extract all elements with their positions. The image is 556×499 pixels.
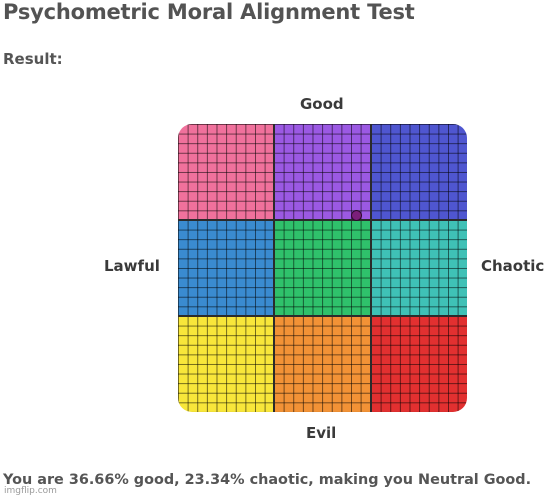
grid-cell-lawful-evil (178, 316, 275, 412)
grid-divider-horizontal (178, 219, 467, 221)
axis-label-evil: Evil (306, 424, 337, 442)
alignment-grid (178, 124, 467, 412)
result-summary: You are 36.66% good, 23.34% chaotic, mak… (3, 472, 532, 488)
grid-cell-neutral-good (274, 124, 371, 220)
result-label: Result: (3, 50, 63, 68)
grid-cell-chaotic-neutral (370, 220, 467, 316)
grid-cell-lawful-good (178, 124, 275, 220)
grid-divider-horizontal (178, 315, 467, 317)
grid-cell-neutral-evil (274, 316, 371, 412)
grid-cell-chaotic-evil (370, 316, 467, 412)
grid-cell-true-neutral (274, 220, 371, 316)
axis-label-lawful: Lawful (104, 257, 160, 275)
watermark-text: imgflip.com (4, 486, 57, 496)
axis-label-chaotic: Chaotic (481, 257, 545, 275)
grid-cell-lawful-neutral (178, 220, 275, 316)
grid-cell-chaotic-good (370, 124, 467, 220)
grid-divider-vertical (369, 124, 372, 412)
alignment-marker (350, 209, 362, 221)
grid-divider-vertical (273, 124, 276, 412)
page-title: Psychometric Moral Alignment Test (3, 0, 415, 24)
axis-label-good: Good (300, 95, 344, 113)
